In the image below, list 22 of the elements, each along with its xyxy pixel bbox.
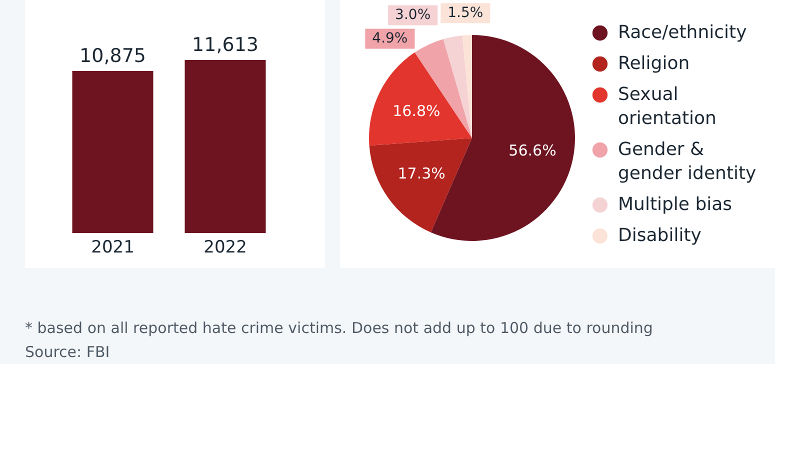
legend-label: Gender & gender identity	[618, 139, 757, 184]
data-label: 56.6%	[508, 142, 556, 160]
data-label: 16.8%	[392, 102, 440, 120]
data-label: 11,613	[192, 34, 258, 56]
text: * based on all reported hate crime victims. Does not add up to 100 due to rounding	[25, 319, 653, 337]
pie-slice	[462, 35, 472, 138]
pie-slice	[443, 35, 472, 138]
legend-label: Religion	[618, 53, 690, 74]
data-label: 4.9%	[372, 30, 408, 47]
source-note: Source: FBI	[25, 343, 110, 361]
pie-slice	[369, 138, 472, 232]
data-label: 1.5%	[448, 5, 484, 22]
legend-label: Disability	[618, 225, 702, 246]
x-tick-label: 2022	[204, 238, 247, 258]
legend-label: Race/ethnicity	[618, 22, 748, 43]
legend-label: Sexual orientation	[618, 84, 716, 129]
x-tick-label: 2021	[91, 238, 134, 258]
data-label: 10,875	[80, 44, 146, 67]
data-label: 17.3%	[398, 164, 446, 183]
legend-label: Multiple bias	[618, 194, 732, 215]
data-label: 3.0%	[395, 7, 431, 24]
pie-slice	[369, 52, 472, 146]
